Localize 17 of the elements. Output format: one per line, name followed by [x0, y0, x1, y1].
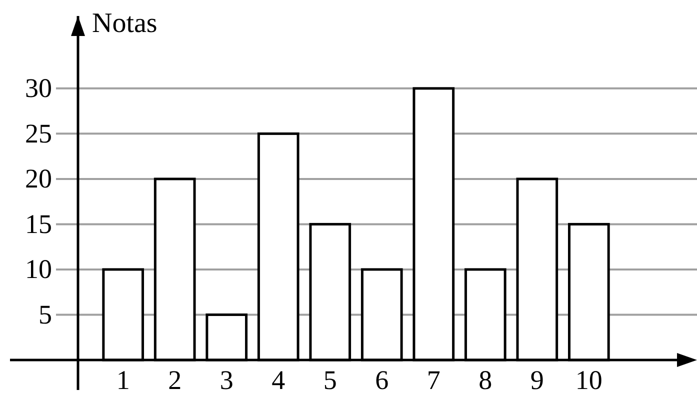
x-tick-label: 1 — [116, 365, 130, 396]
x-tick-label: 7 — [426, 365, 440, 396]
x-tick-label: 8 — [478, 365, 492, 396]
y-axis-title: Notas — [92, 8, 158, 39]
y-tick-label: 30 — [25, 73, 52, 104]
x-tick-label: 2 — [168, 365, 182, 396]
x-tick-label: 6 — [375, 365, 389, 396]
y-tick-label: 20 — [25, 164, 52, 194]
y-tick-label: 10 — [25, 254, 52, 284]
x-tick-label: 4 — [272, 365, 286, 396]
y-tick-label: 5 — [38, 299, 52, 330]
y-tick-label: 25 — [25, 118, 52, 148]
x-tick-label: 3 — [220, 365, 234, 396]
x-tick-label: 5 — [323, 365, 337, 396]
x-tick-label: 10 — [575, 365, 602, 396]
y-tick-label: 15 — [25, 208, 52, 239]
x-tick-label: 9 — [530, 365, 544, 396]
